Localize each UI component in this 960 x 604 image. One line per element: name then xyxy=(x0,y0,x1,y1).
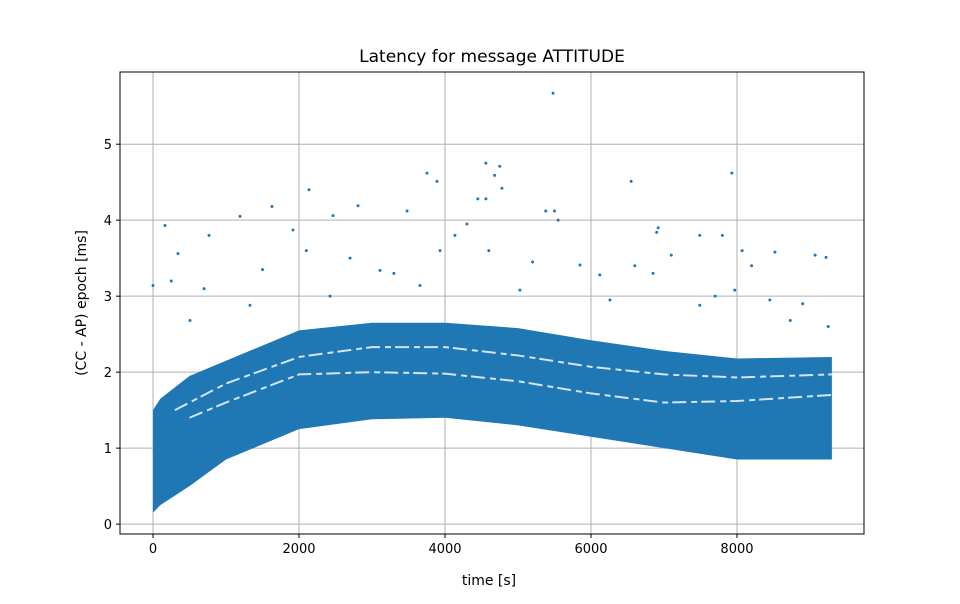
data-point xyxy=(518,288,522,292)
data-point xyxy=(169,279,173,283)
data-point xyxy=(698,303,702,307)
y-tick-label: 2 xyxy=(104,366,112,381)
data-point xyxy=(476,197,480,201)
data-point xyxy=(651,271,655,275)
data-point xyxy=(824,255,828,259)
band-gap xyxy=(189,371,832,419)
data-point xyxy=(405,209,409,213)
data-point xyxy=(435,179,439,183)
x-axis-label: time [s] xyxy=(462,573,516,589)
data-point xyxy=(392,271,396,275)
data-point xyxy=(544,209,548,213)
plot-frame xyxy=(119,71,865,535)
data-point xyxy=(801,302,805,306)
data-point xyxy=(188,318,192,322)
x-tick-label: 4000 xyxy=(428,542,461,557)
data-point xyxy=(598,273,602,277)
y-tick-label: 0 xyxy=(104,518,112,533)
data-point xyxy=(813,253,817,257)
data-point xyxy=(291,228,295,232)
x-tick-label: 0 xyxy=(149,542,157,557)
x-tick-label: 8000 xyxy=(720,542,753,557)
data-point xyxy=(656,226,660,230)
data-point xyxy=(740,249,744,253)
x-tick-label: 6000 xyxy=(574,542,607,557)
data-point xyxy=(328,294,332,298)
data-point xyxy=(826,325,830,329)
data-point xyxy=(629,179,633,183)
data-point xyxy=(484,161,488,165)
data-point xyxy=(552,209,556,213)
data-point xyxy=(348,256,352,260)
data-point xyxy=(608,298,612,302)
data-point xyxy=(698,233,702,237)
data-point xyxy=(207,233,211,237)
data-point xyxy=(773,250,777,254)
data-point xyxy=(202,287,206,291)
data-point xyxy=(498,164,502,168)
data-point xyxy=(500,186,504,190)
plot-background xyxy=(120,72,864,534)
data-point xyxy=(484,197,488,201)
band-gap xyxy=(174,346,832,412)
data-point xyxy=(493,173,497,177)
data-point xyxy=(270,204,274,208)
chart-title: Latency for message ATTITUDE xyxy=(359,47,625,67)
data-point xyxy=(531,260,535,264)
ticks: 0 2000 4000 6000 8000 0 1 2 3 4 5 xyxy=(104,138,754,557)
data-point xyxy=(655,230,659,234)
data-point xyxy=(788,318,792,322)
x-tick-label: 2000 xyxy=(282,542,315,557)
y-tick-label: 5 xyxy=(104,138,112,153)
data-point xyxy=(487,249,491,253)
data-point xyxy=(465,222,469,226)
data-point xyxy=(578,263,582,267)
data-point xyxy=(163,223,167,227)
data-point xyxy=(418,284,422,288)
data-marks xyxy=(151,91,832,513)
data-point xyxy=(378,268,382,272)
data-point xyxy=(304,249,308,253)
y-tick-label: 4 xyxy=(104,214,112,229)
data-point xyxy=(730,171,734,175)
data-point xyxy=(425,171,429,175)
dense-point-band xyxy=(152,322,832,513)
data-point xyxy=(720,233,724,237)
y-tick-label: 1 xyxy=(104,442,112,457)
data-point xyxy=(633,264,637,268)
data-point xyxy=(238,214,242,218)
data-point xyxy=(248,303,252,307)
data-point xyxy=(551,91,555,95)
y-tick-label: 3 xyxy=(104,290,112,305)
data-point xyxy=(768,298,772,302)
data-point xyxy=(713,294,717,298)
data-point xyxy=(260,268,264,272)
data-point xyxy=(453,233,457,237)
data-point xyxy=(438,249,442,253)
data-point xyxy=(669,253,673,257)
data-point xyxy=(733,288,737,292)
data-point xyxy=(307,188,311,192)
y-axis-label: (CC - AP) epoch [ms] xyxy=(74,230,90,376)
data-point xyxy=(331,214,335,218)
data-point xyxy=(176,252,180,256)
data-point xyxy=(356,204,360,208)
data-point xyxy=(151,284,155,288)
data-point xyxy=(556,218,560,222)
data-point xyxy=(750,264,754,268)
